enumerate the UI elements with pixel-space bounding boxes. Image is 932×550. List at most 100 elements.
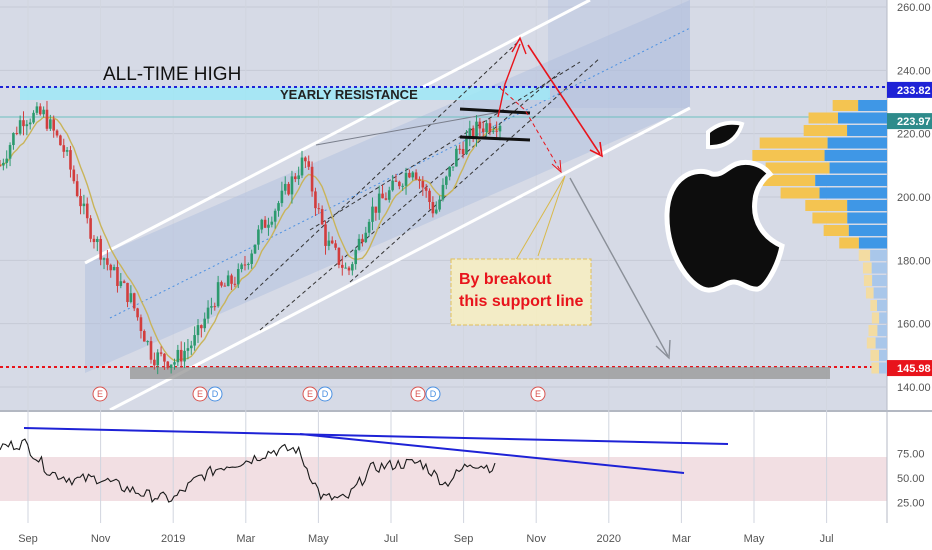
- dividend-marker[interactable]: [425, 386, 441, 402]
- candle: [361, 238, 364, 243]
- event-letter: E: [307, 389, 313, 399]
- candle: [287, 183, 290, 195]
- candle: [448, 166, 451, 177]
- volume-profile-bar: [879, 312, 887, 324]
- price-tick-label: 260.00: [897, 2, 931, 14]
- candle: [330, 240, 334, 244]
- time-axis[interactable]: Sep Nov 2019 Mar May Jul Sep Nov 2020 Mar May Jul: [18, 533, 833, 545]
- volume-profile-bar: [877, 325, 887, 336]
- candle: [223, 285, 227, 287]
- candle: [445, 176, 448, 185]
- price-tick-label: 140.00: [897, 382, 931, 394]
- candle: [62, 145, 66, 152]
- candle: [189, 345, 193, 349]
- candle: [253, 244, 257, 254]
- candle: [99, 238, 102, 260]
- volume-profile-bar: [862, 262, 872, 274]
- support-band: [130, 367, 830, 379]
- candle: [387, 190, 391, 200]
- candle: [179, 349, 183, 362]
- candle: [314, 191, 317, 209]
- candle: [92, 238, 96, 243]
- candle: [200, 325, 203, 329]
- candle: [485, 123, 488, 133]
- candle: [236, 269, 240, 285]
- subchannel-line-2: [259, 71, 561, 331]
- volume-profile-bar: [847, 200, 887, 211]
- volume-profile-bar: [872, 275, 887, 286]
- candle: [401, 185, 404, 187]
- candle: [374, 206, 378, 213]
- candle: [283, 183, 287, 191]
- volume-profile-bar: [780, 187, 820, 199]
- candle: [414, 172, 418, 180]
- candle: [32, 112, 35, 123]
- candle: [2, 162, 5, 166]
- candle: [394, 180, 398, 182]
- candle: [461, 148, 465, 155]
- candle: [156, 352, 160, 366]
- volume-profile-bar: [870, 250, 887, 261]
- event-letter: E: [197, 389, 203, 399]
- projection-box: [548, 0, 690, 108]
- candle: [381, 193, 384, 199]
- event-letter: E: [535, 389, 541, 399]
- time-tick-label: May: [308, 533, 329, 545]
- candle: [122, 281, 126, 283]
- candle: [257, 229, 260, 245]
- candle: [273, 210, 277, 222]
- candle: [340, 264, 344, 268]
- candle: [206, 307, 210, 319]
- candle: [126, 282, 129, 303]
- candle: [0, 165, 2, 167]
- candle: [89, 218, 92, 239]
- candle: [324, 224, 327, 246]
- earnings-marker[interactable]: [530, 386, 546, 402]
- dividend-marker[interactable]: [317, 386, 333, 402]
- price-tag-label: 223.97: [897, 116, 931, 128]
- candle: [431, 202, 435, 214]
- earnings-marker[interactable]: [192, 386, 208, 402]
- earnings-marker[interactable]: [410, 386, 426, 402]
- candle: [153, 359, 156, 366]
- volume-profile-bar: [871, 312, 880, 324]
- candle: [193, 335, 196, 346]
- yearly-resistance-band: [20, 87, 550, 100]
- candle: [226, 275, 230, 287]
- oscillator-axis[interactable]: 25.00 50.00 75.00: [897, 449, 925, 510]
- yearly-resistance-label: YEARLY RESISTANCE: [280, 87, 418, 102]
- volume-profile-bar: [824, 150, 887, 161]
- oscillator-line: [0, 438, 496, 503]
- candle: [38, 106, 42, 115]
- event-letter: D: [430, 389, 437, 399]
- candle: [109, 264, 113, 271]
- candle: [434, 209, 438, 214]
- candle: [347, 267, 351, 271]
- volume-profile-bar: [803, 125, 848, 136]
- time-tick-label: Nov: [526, 533, 546, 545]
- breakout-arrowhead: [511, 36, 527, 55]
- candle: [270, 221, 274, 225]
- dividend-marker[interactable]: [207, 386, 223, 402]
- price-tick-label: 240.00: [897, 65, 931, 77]
- candle: [438, 199, 441, 210]
- candle: [183, 350, 186, 362]
- candle: [344, 267, 347, 269]
- volume-profile-bar: [858, 237, 887, 249]
- volume-profile-bar: [759, 137, 828, 149]
- all-time-high-label: ALL-TIME HIGH: [103, 64, 241, 85]
- price-axis[interactable]: 140.00 160.00 180.00 200.00 220.00 240.00 260.…: [897, 2, 931, 394]
- oscillator-tick-label: 50.00: [897, 473, 925, 485]
- candle: [267, 224, 270, 228]
- flag-upper-line: [459, 107, 531, 115]
- candle: [471, 128, 475, 139]
- earnings-marker[interactable]: [92, 386, 108, 402]
- candle: [173, 362, 176, 365]
- earnings-marker[interactable]: [302, 386, 318, 402]
- candle: [465, 137, 468, 155]
- volume-profile-bar: [848, 225, 887, 236]
- candle: [300, 157, 304, 176]
- volume-profile-bar: [866, 337, 876, 349]
